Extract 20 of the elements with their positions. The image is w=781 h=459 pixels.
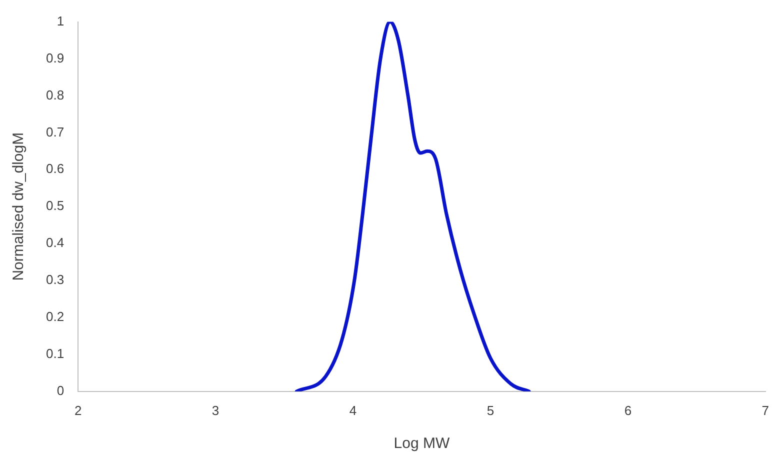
y-tick-label: 0.9 xyxy=(46,50,64,66)
x-tick-label: 2 xyxy=(74,402,82,418)
y-tick-label: 0.5 xyxy=(46,198,64,214)
y-tick-label: 0.8 xyxy=(46,87,64,102)
y-tick-label: 1 xyxy=(56,13,64,28)
y-tick-label: 0.6 xyxy=(46,161,64,176)
y-tick-label: 0 xyxy=(56,382,64,398)
x-tick-label: 6 xyxy=(624,402,632,418)
y-tick-label: 0.1 xyxy=(46,346,64,362)
x-tick-label: 3 xyxy=(212,402,220,418)
line-series xyxy=(294,22,531,392)
y-tick-label: 0.3 xyxy=(46,272,64,288)
y-tick-label: 0.7 xyxy=(46,124,64,140)
x-tick-label: 5 xyxy=(486,402,494,418)
x-tick-label: 7 xyxy=(762,402,769,418)
x-axis-title: Log MW xyxy=(394,435,450,452)
y-tick-label: 0.2 xyxy=(46,309,64,324)
y-axis-title: Normalised dw_dlogM xyxy=(10,132,28,281)
y-tick-label: 0.4 xyxy=(46,235,64,250)
x-tick-label: 4 xyxy=(349,402,357,418)
